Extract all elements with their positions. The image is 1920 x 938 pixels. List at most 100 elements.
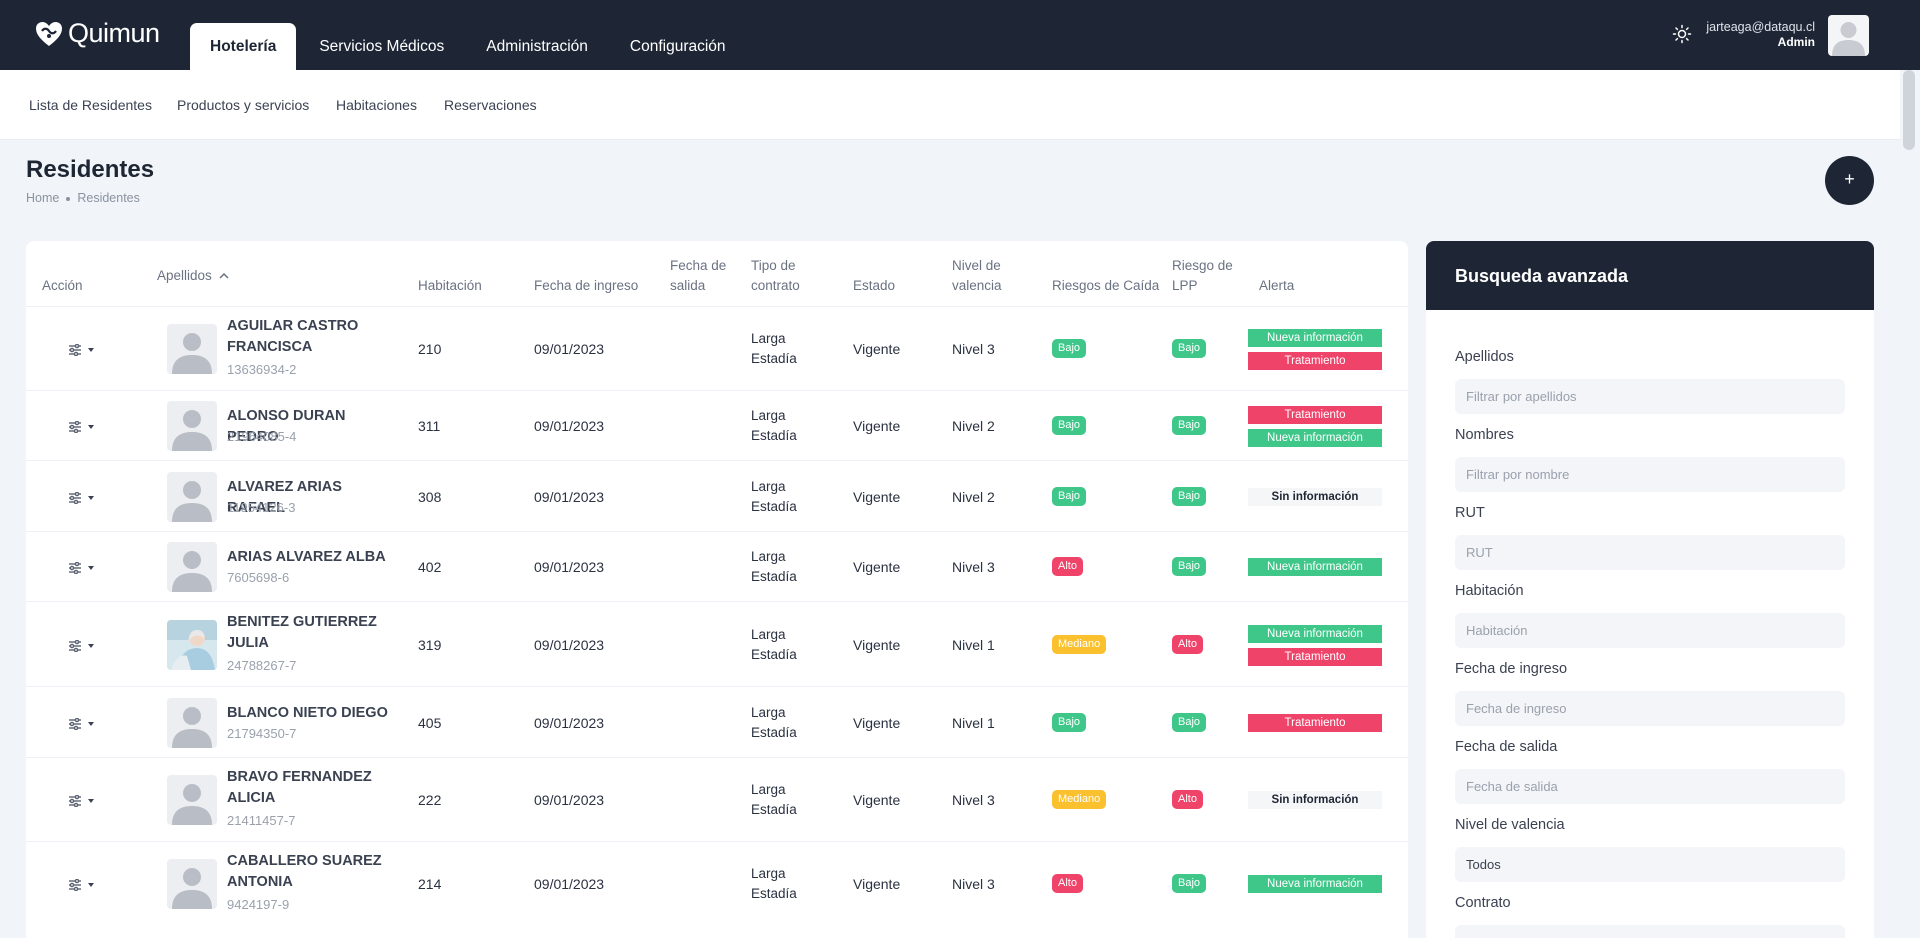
page-scrollbar-thumb[interactable] xyxy=(1903,70,1915,150)
filter-apellidos-input[interactable] xyxy=(1455,379,1845,414)
col-fecha-salida-line2: salida xyxy=(670,278,706,293)
status: Vigente xyxy=(853,636,901,653)
tab-hoteleria[interactable]: Hotelería xyxy=(190,23,297,70)
table-row[interactable]: ALONSO DURAN PEDRO 21964085-4 311 09/01/202… xyxy=(26,390,1408,460)
lpp-risk-badge: Alto xyxy=(1172,790,1203,809)
room-number: 222 xyxy=(418,792,442,808)
subnav-lista-residentes[interactable]: Lista de Residentes xyxy=(29,97,152,113)
tab-administracion[interactable]: Administración xyxy=(486,38,588,55)
resident-name[interactable]: ALONSO DURAN PEDRO xyxy=(227,406,397,448)
status: Vigente xyxy=(853,714,901,731)
user-avatar[interactable] xyxy=(1828,15,1869,56)
admission-date: 09/01/2023 xyxy=(534,341,605,357)
contract-type-line2: Estadía xyxy=(751,428,797,443)
row-action-menu[interactable] xyxy=(68,794,98,808)
breadcrumb-home[interactable]: Home xyxy=(26,191,60,205)
sliders-icon xyxy=(69,344,81,356)
resident-rut: 21964085-4 xyxy=(227,429,297,444)
tab-servicios-medicos[interactable]: Servicios Médicos xyxy=(319,38,445,55)
row-action-menu[interactable] xyxy=(68,717,98,731)
table-row[interactable]: BRAVO FERNANDEZ ALICIA 21411457-7 222 09/01/… xyxy=(26,757,1408,841)
fall-risk-badge: Bajo xyxy=(1052,486,1087,506)
add-resident-button[interactable]: + xyxy=(1825,156,1874,205)
resident-name[interactable]: BLANCO NIETO DIEGO xyxy=(227,703,397,724)
sliders-icon xyxy=(69,562,81,574)
table-row[interactable]: AGUILAR CASTRO FRANCISCA 13636934-2 210 09/0… xyxy=(26,306,1408,390)
filter-contrato-select[interactable] xyxy=(1455,925,1845,938)
resident-rut: 13636934-2 xyxy=(227,362,297,377)
avatar xyxy=(167,697,217,748)
contract-type-line2: Estadía xyxy=(751,569,797,584)
table-row[interactable]: ARIAS ALVAREZ ALBA 7605698-6 402 09/01/2023… xyxy=(26,531,1408,601)
admission-date: 09/01/2023 xyxy=(534,792,605,808)
row-action-menu[interactable] xyxy=(68,561,98,575)
avatar xyxy=(167,324,217,374)
main-tabs: Hotelería Servicios Médicos Administraci… xyxy=(190,23,747,70)
table-row[interactable]: CABALLERO SUAREZ ANTONIA 9424197-9 214 09/01… xyxy=(26,841,1408,925)
alert-badge: Nueva información xyxy=(1248,329,1382,347)
col-fecha-ingreso: Fecha de ingreso xyxy=(534,278,639,293)
page-scrollbar[interactable] xyxy=(1900,70,1920,938)
advanced-search-title: Busqueda avanzada xyxy=(1426,241,1874,310)
resident-name-line1: AGUILAR CASTRO xyxy=(227,318,359,334)
resident-name[interactable]: BENITEZ GUTIERREZ JULIA xyxy=(227,612,397,654)
resident-name-line1: ALVAREZ ARIAS RAFAEL xyxy=(227,478,342,516)
room-number: 311 xyxy=(418,418,441,434)
room-number: 308 xyxy=(418,488,442,505)
fall-risk-badge: Bajo xyxy=(1052,712,1087,732)
avatar xyxy=(167,619,217,670)
contract-type: Larga Estadía xyxy=(751,780,797,820)
resident-name[interactable]: ALVAREZ ARIAS RAFAEL xyxy=(227,477,397,519)
filter-fecha-salida-input[interactable] xyxy=(1455,769,1845,804)
col-tipo-contrato: Tipo de contrato xyxy=(751,256,800,296)
filter-fecha-ingreso-input[interactable] xyxy=(1455,691,1845,726)
row-action-menu[interactable] xyxy=(68,639,98,653)
user-placeholder-icon xyxy=(172,868,212,909)
logo[interactable]: Quimun xyxy=(34,18,160,49)
resident-photo xyxy=(167,619,217,670)
table-row[interactable]: BENITEZ GUTIERREZ JULIA 24788267-7 319 09/01… xyxy=(26,601,1408,686)
valence-level: Nivel 3 xyxy=(952,559,995,575)
resident-rut: 24788267-7 xyxy=(227,657,297,673)
resident-name[interactable]: CABALLERO SUAREZ ANTONIA xyxy=(227,851,397,893)
status: Vigente xyxy=(853,341,901,357)
table-row[interactable]: ALVAREZ ARIAS RAFAEL 11954126-3 308 09/01/2… xyxy=(26,460,1408,531)
subnav-productos-servicios[interactable]: Productos y servicios xyxy=(177,97,310,113)
resident-name[interactable]: ARIAS ALVAREZ ALBA xyxy=(227,547,397,568)
row-action-menu[interactable] xyxy=(68,491,98,505)
row-action-menu[interactable] xyxy=(68,878,98,892)
filter-nivel-valencia-select[interactable]: Todos xyxy=(1455,847,1845,882)
tab-configuracion[interactable]: Configuración xyxy=(629,38,726,55)
resident-name[interactable]: BRAVO FERNANDEZ ALICIA xyxy=(227,767,397,809)
filter-nombres-input[interactable] xyxy=(1455,457,1845,492)
fall-risk-badge: Bajo xyxy=(1052,416,1087,435)
contract-type: Larga Estadía xyxy=(751,547,797,587)
alert-badge: Tratamiento xyxy=(1248,713,1382,732)
room-number: 319 xyxy=(418,636,442,653)
contract-type-line1: Larga xyxy=(751,866,786,881)
filter-fecha-ingreso-label: Fecha de ingreso xyxy=(1455,661,1568,677)
caret-down-icon xyxy=(88,566,94,570)
table-row[interactable]: BLANCO NIETO DIEGO 21794350-7 405 09/01/202… xyxy=(26,686,1408,757)
subnav-reservaciones[interactable]: Reservaciones xyxy=(444,97,537,113)
sun-icon[interactable] xyxy=(1672,24,1692,44)
contract-type-line1: Larga xyxy=(751,704,786,720)
sliders-icon xyxy=(69,491,81,504)
col-apellidos[interactable]: Apellidos xyxy=(157,266,229,286)
valence-level: Nivel 2 xyxy=(952,418,995,434)
filter-rut-input[interactable] xyxy=(1455,535,1845,570)
admission-date: 09/01/2023 xyxy=(534,488,605,505)
fall-risk-badge: Alto xyxy=(1052,557,1083,576)
col-riesgo-lpp-line1: Riesgo de xyxy=(1172,258,1233,273)
lpp-risk-badge: Bajo xyxy=(1172,874,1207,893)
alert-badge: Sin información xyxy=(1248,791,1382,809)
resident-name[interactable]: AGUILAR CASTRO FRANCISCA xyxy=(227,316,397,358)
breadcrumb-separator xyxy=(66,196,71,201)
row-action-menu[interactable] xyxy=(68,343,98,357)
alert-badge: Nueva información xyxy=(1248,558,1382,576)
filter-habitacion-input[interactable] xyxy=(1455,613,1845,648)
admission-date: 09/01/2023 xyxy=(534,559,605,575)
subnav-habitaciones[interactable]: Habitaciones xyxy=(336,97,417,113)
row-action-menu[interactable] xyxy=(68,420,98,434)
col-nivel-valencia-line2: valencia xyxy=(952,278,1002,293)
